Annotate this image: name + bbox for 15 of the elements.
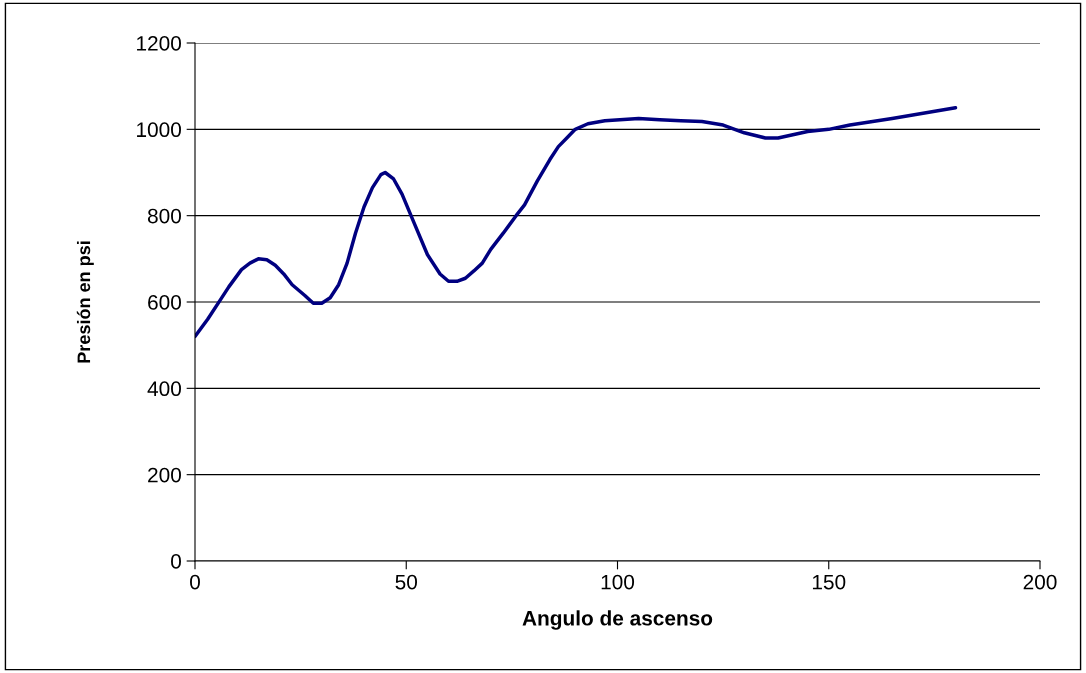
x-tick-label: 50 [395, 574, 418, 590]
y-axis-title: Presión en psi [76, 241, 94, 363]
x-tick-label: 100 [601, 574, 635, 590]
x-tick-label: 0 [190, 574, 200, 590]
x-tick-label: 200 [1023, 574, 1057, 590]
x-tick-label: 150 [812, 574, 846, 590]
x-axis-title: Angulo de ascenso [522, 610, 713, 630]
y-tick-label: 800 [147, 208, 181, 224]
y-tick-label: 400 [147, 381, 181, 397]
y-tick-label: 0 [171, 554, 181, 569]
y-tick-label: 1000 [137, 122, 181, 138]
y-tick-label: 600 [148, 295, 181, 310]
line-series [195, 106, 958, 339]
y-tick-label: 1200 [137, 36, 181, 51]
y-tick-label: 200 [148, 467, 181, 483]
